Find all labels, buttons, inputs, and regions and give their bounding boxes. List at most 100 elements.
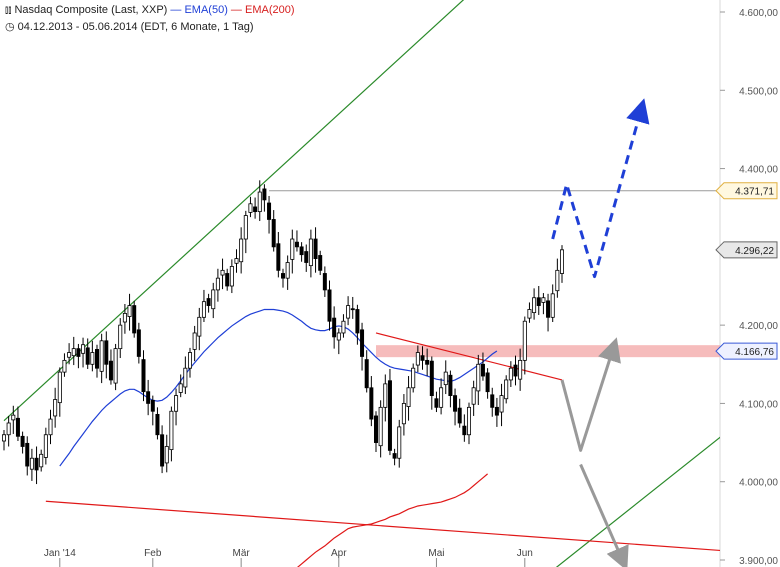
candle-body	[406, 387, 411, 407]
ema200-legend-label: EMA(200)	[244, 4, 295, 16]
ema200-line	[297, 473, 488, 567]
y-tick-label: 4.000,00	[739, 478, 778, 489]
candle-body	[290, 238, 295, 260]
candle-body	[308, 238, 313, 267]
candle-body	[122, 312, 127, 323]
projection-breakdown-path	[579, 463, 629, 567]
candle-body	[536, 297, 541, 306]
candle-body	[276, 243, 281, 271]
candle-body	[387, 380, 392, 451]
candle-body	[243, 215, 248, 240]
candle-body	[336, 332, 341, 341]
candle-body	[429, 360, 434, 397]
candle-body	[285, 262, 290, 279]
projection-rebound-path	[560, 337, 621, 452]
y-tick-label: 3.900,00	[739, 556, 778, 567]
candle-body	[294, 241, 299, 248]
value-tag-label: 4.166,76	[735, 347, 774, 358]
candle-body	[522, 320, 527, 361]
candle-body	[160, 434, 165, 467]
candle-body	[262, 188, 267, 201]
candle-body	[164, 446, 169, 464]
candle-body	[95, 349, 100, 369]
candle-body	[57, 371, 62, 404]
candle-body	[267, 202, 272, 220]
candle-body	[480, 363, 485, 377]
ema50-legend-swatch: —	[170, 4, 182, 16]
candle-body	[448, 374, 453, 397]
x-tick-label: Apr	[331, 548, 347, 559]
candle-body	[220, 269, 225, 276]
candle-body	[132, 305, 137, 334]
candle-body	[127, 305, 132, 317]
candle-body	[39, 453, 44, 468]
candle-body	[462, 425, 467, 436]
candle-body	[201, 301, 206, 318]
candle-body	[318, 255, 323, 271]
value-tag-label: 4.371,71	[735, 187, 774, 198]
candle-body	[192, 332, 197, 350]
candle-body	[11, 414, 16, 421]
candle-body	[271, 219, 276, 248]
y-tick-label: 4.100,00	[739, 399, 778, 410]
bar-chart-icon: ⫾⫾	[5, 5, 12, 16]
candle-body	[532, 297, 537, 314]
candle-body	[48, 418, 53, 436]
candle-body	[225, 273, 230, 287]
candle-body	[346, 305, 351, 319]
x-tick-label: Mai	[428, 548, 444, 559]
candle-body	[90, 352, 95, 365]
ema200-legend-swatch: —	[230, 4, 242, 16]
lower-channel-line	[555, 436, 720, 567]
candle-body	[43, 434, 48, 458]
candle-body	[118, 324, 123, 350]
candle-body	[71, 348, 76, 357]
candle-body	[360, 329, 365, 357]
candle-body	[215, 277, 220, 291]
x-tick-label: Jan '14	[44, 548, 76, 559]
candle-body	[355, 309, 360, 334]
y-tick-label: 4.400,00	[739, 165, 778, 176]
ema50-legend-label: EMA(50)	[184, 4, 228, 16]
candle-body	[415, 352, 420, 366]
candle-body	[187, 352, 192, 369]
candle-body	[34, 457, 39, 471]
value-tag-box	[715, 182, 778, 200]
candle-body	[2, 434, 7, 442]
candle-body	[76, 348, 81, 357]
falling-trend-line	[375, 332, 563, 381]
candle-body	[439, 387, 444, 408]
candle-body	[299, 246, 304, 256]
candle-body	[211, 289, 216, 310]
candle-body	[401, 403, 406, 425]
candle-body	[229, 266, 234, 287]
value-tag-box	[715, 342, 778, 360]
candle-body	[364, 359, 369, 389]
candle-body	[6, 422, 11, 436]
candle-body	[169, 410, 174, 451]
candle-body	[108, 360, 113, 381]
candle-body	[183, 367, 188, 388]
candle-body	[411, 367, 416, 389]
candle-body	[420, 355, 425, 361]
candle-body	[206, 298, 211, 306]
candle-body	[373, 415, 378, 443]
candle-body	[476, 363, 481, 392]
y-tick-label: 4.200,00	[739, 321, 778, 332]
candle-body	[81, 344, 86, 354]
candle-body	[485, 372, 490, 393]
candle-body	[85, 347, 90, 365]
candle-body	[490, 394, 495, 408]
candle-body	[560, 249, 565, 274]
upper-channel-line	[3, 0, 465, 422]
candle-body	[257, 191, 262, 213]
instrument-name: Nasdaq Composite (Last, XXP)	[14, 4, 168, 16]
chart-period: 04.12.2013 - 05.06.2014 (EDT, 6 Monate, …	[17, 21, 254, 33]
chart-header-line-1: ⫾⫾ Nasdaq Composite (Last, XXP) — EMA(50…	[5, 4, 295, 16]
candle-body	[546, 300, 551, 318]
candle-body	[341, 320, 346, 334]
candle-body	[141, 359, 146, 393]
x-tick-label: Feb	[144, 548, 162, 559]
candle-body	[53, 399, 58, 417]
